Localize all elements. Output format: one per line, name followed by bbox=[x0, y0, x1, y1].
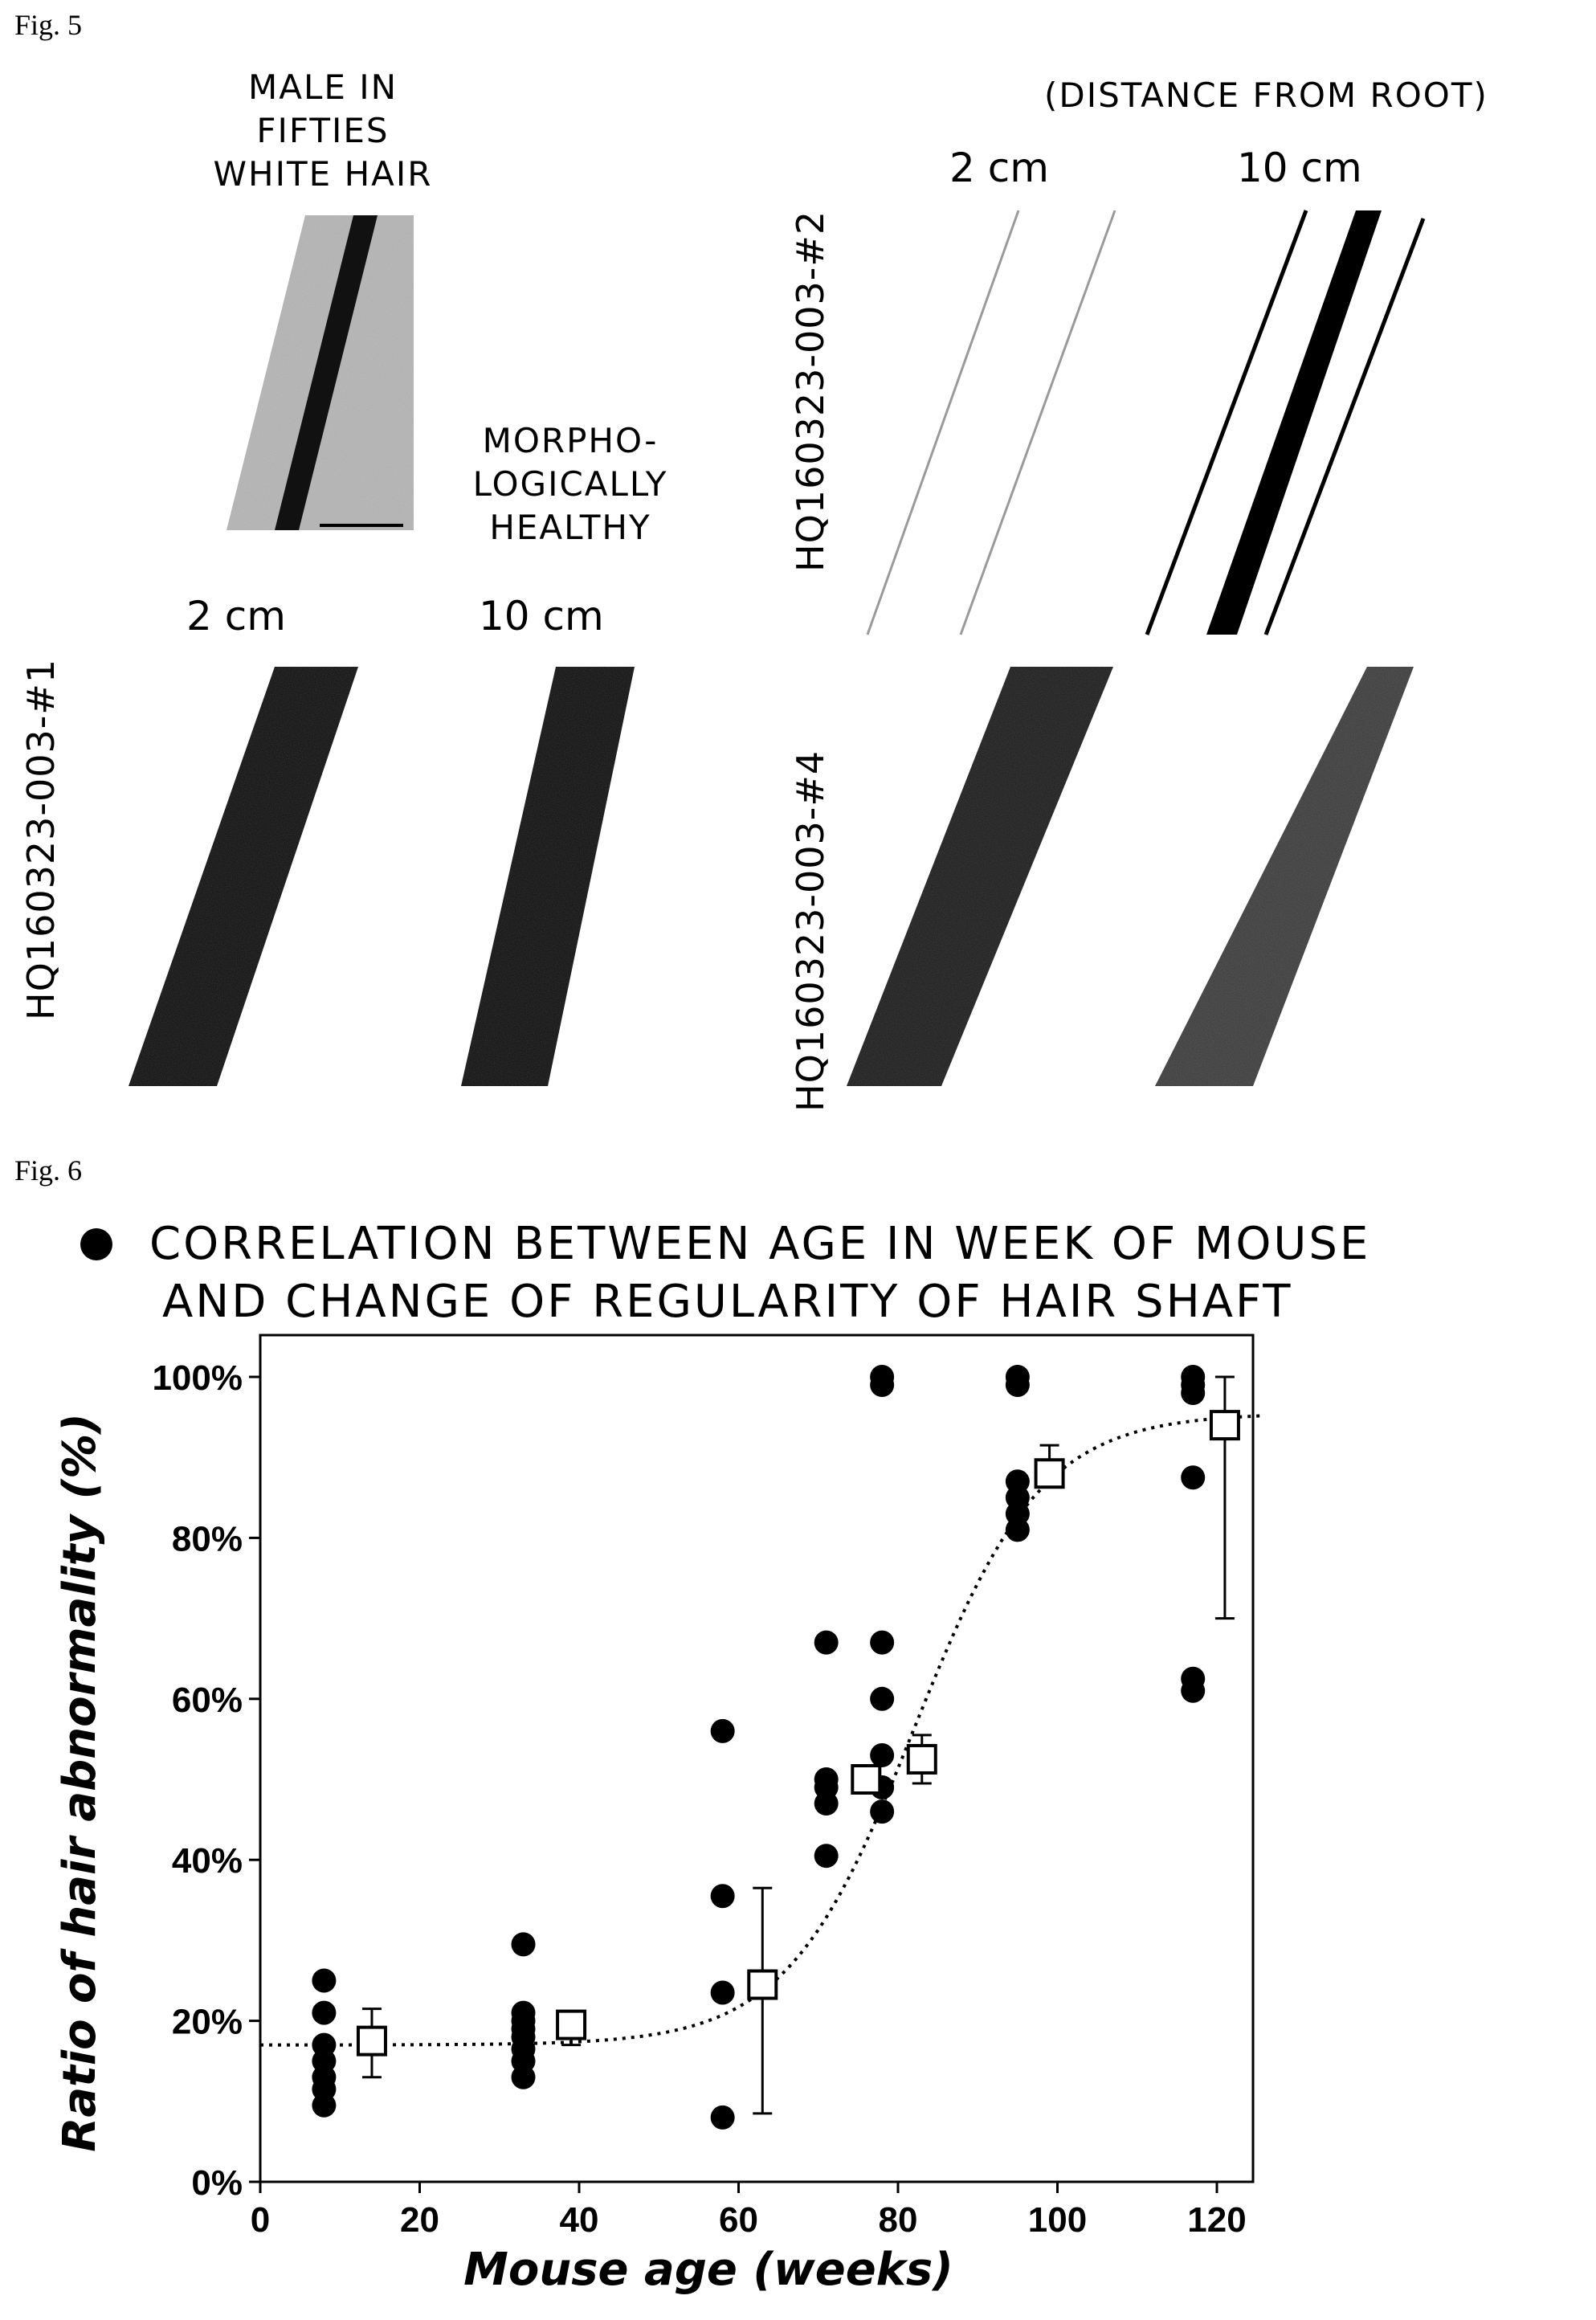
caption-line: MALE IN bbox=[247, 67, 398, 107]
y-tick-label: 100% bbox=[152, 1358, 243, 1398]
mean-point bbox=[1034, 1458, 1065, 1489]
data-point bbox=[511, 1932, 536, 1957]
data-point bbox=[1181, 1678, 1206, 1703]
data-point bbox=[710, 1884, 735, 1909]
caption-line: LOGICALLY bbox=[472, 464, 668, 504]
x-axis-title: Mouse age (weeks) bbox=[463, 2244, 953, 2296]
data-point bbox=[710, 2105, 735, 2130]
plot-area-border bbox=[259, 1334, 1255, 2183]
x-tick-label: 20 bbox=[400, 2200, 439, 2240]
sample-2-micrograph-10cm bbox=[1145, 210, 1426, 635]
mean-point bbox=[906, 1743, 937, 1775]
fig6-label: Fig. 6 bbox=[14, 1154, 83, 1187]
data-point bbox=[1005, 1517, 1030, 1542]
sample-4-micrograph-10cm bbox=[1155, 667, 1414, 1086]
data-point bbox=[870, 1686, 895, 1711]
data-point bbox=[312, 2000, 337, 2025]
data-point bbox=[870, 1630, 895, 1655]
sample-1-micrograph-2cm bbox=[129, 667, 358, 1086]
data-point bbox=[814, 1791, 839, 1816]
x-tick-label: 120 bbox=[1187, 2200, 1246, 2240]
dist-2cm-top: 2 cm bbox=[949, 145, 1049, 191]
mean-point bbox=[556, 2009, 587, 2040]
x-tick-label: 60 bbox=[719, 2200, 758, 2240]
x-tick-label: 0 bbox=[251, 2200, 270, 2240]
x-tick-label: 100 bbox=[1028, 2200, 1087, 2240]
fig5-label: Fig. 5 bbox=[14, 9, 83, 41]
y-tick-label: 20% bbox=[172, 2003, 243, 2042]
data-point bbox=[870, 1799, 895, 1824]
dist-2cm-bottom: 2 cm bbox=[186, 593, 286, 639]
mean-point bbox=[851, 1764, 882, 1795]
data-point bbox=[870, 1742, 895, 1767]
x-tick-label: 80 bbox=[879, 2200, 918, 2240]
data-point bbox=[814, 1844, 839, 1869]
hair-abnormality-chart: 0 20 40 60 80 100 120 0% 20% 40% 60% 80% 100% Mouse … bbox=[54, 1334, 1265, 2296]
y-tick-label: 0% bbox=[191, 2163, 243, 2203]
distance-header: (DISTANCE FROM ROOT) bbox=[1044, 76, 1488, 115]
title-line-1: CORRELATION BETWEEN AGE IN WEEK OF MOUSE bbox=[149, 1218, 1371, 1270]
data-point bbox=[1181, 1381, 1206, 1406]
fig6-title: CORRELATION BETWEEN AGE IN WEEK OF MOUSE… bbox=[80, 1217, 1414, 1328]
data-point bbox=[710, 1718, 735, 1743]
data-point bbox=[1181, 1465, 1206, 1490]
y-tick-label: 80% bbox=[172, 1519, 243, 1558]
data-point bbox=[1005, 1373, 1030, 1398]
data-point bbox=[312, 1968, 337, 1993]
data-point bbox=[870, 1373, 895, 1398]
data-point bbox=[710, 1980, 735, 2005]
caption-line: MORPHO- bbox=[482, 421, 659, 460]
sample-2-micrograph-2cm bbox=[866, 210, 1116, 635]
male-fifties-caption: MALE IN FIFTIES WHITE HAIR bbox=[178, 66, 467, 196]
mean-point bbox=[356, 2025, 387, 2057]
x-tick-label: 40 bbox=[560, 2200, 599, 2240]
dist-10cm-bottom: 10 cm bbox=[479, 593, 604, 639]
dist-10cm-top: 10 cm bbox=[1237, 145, 1362, 191]
data-point bbox=[312, 2093, 337, 2118]
bullet-icon bbox=[80, 1228, 112, 1260]
title-line-2: AND CHANGE OF REGULARITY OF HAIR SHAFT bbox=[162, 1276, 1293, 1328]
hair-micrographs bbox=[129, 210, 1426, 1086]
sample-4-micrograph-2cm bbox=[847, 667, 1113, 1086]
mean-point bbox=[747, 1969, 778, 2000]
caption-line: WHITE HAIR bbox=[213, 154, 433, 194]
white-hair-micrograph bbox=[227, 215, 414, 530]
caption-line: FIFTIES bbox=[256, 111, 390, 150]
sample-1-micrograph-10cm bbox=[461, 667, 635, 1086]
mean-point bbox=[1209, 1410, 1240, 1441]
y-axis-title: Ratio of hair abnormality (%) bbox=[54, 1413, 106, 2152]
caption-line: HEALTHY bbox=[489, 508, 651, 547]
healthy-caption: MORPHO- LOGICALLY HEALTHY bbox=[450, 419, 691, 549]
y-tick-label: 40% bbox=[172, 1841, 243, 1881]
data-point bbox=[511, 2065, 536, 2089]
data-point bbox=[814, 1630, 839, 1655]
y-tick-label: 60% bbox=[172, 1681, 243, 1720]
